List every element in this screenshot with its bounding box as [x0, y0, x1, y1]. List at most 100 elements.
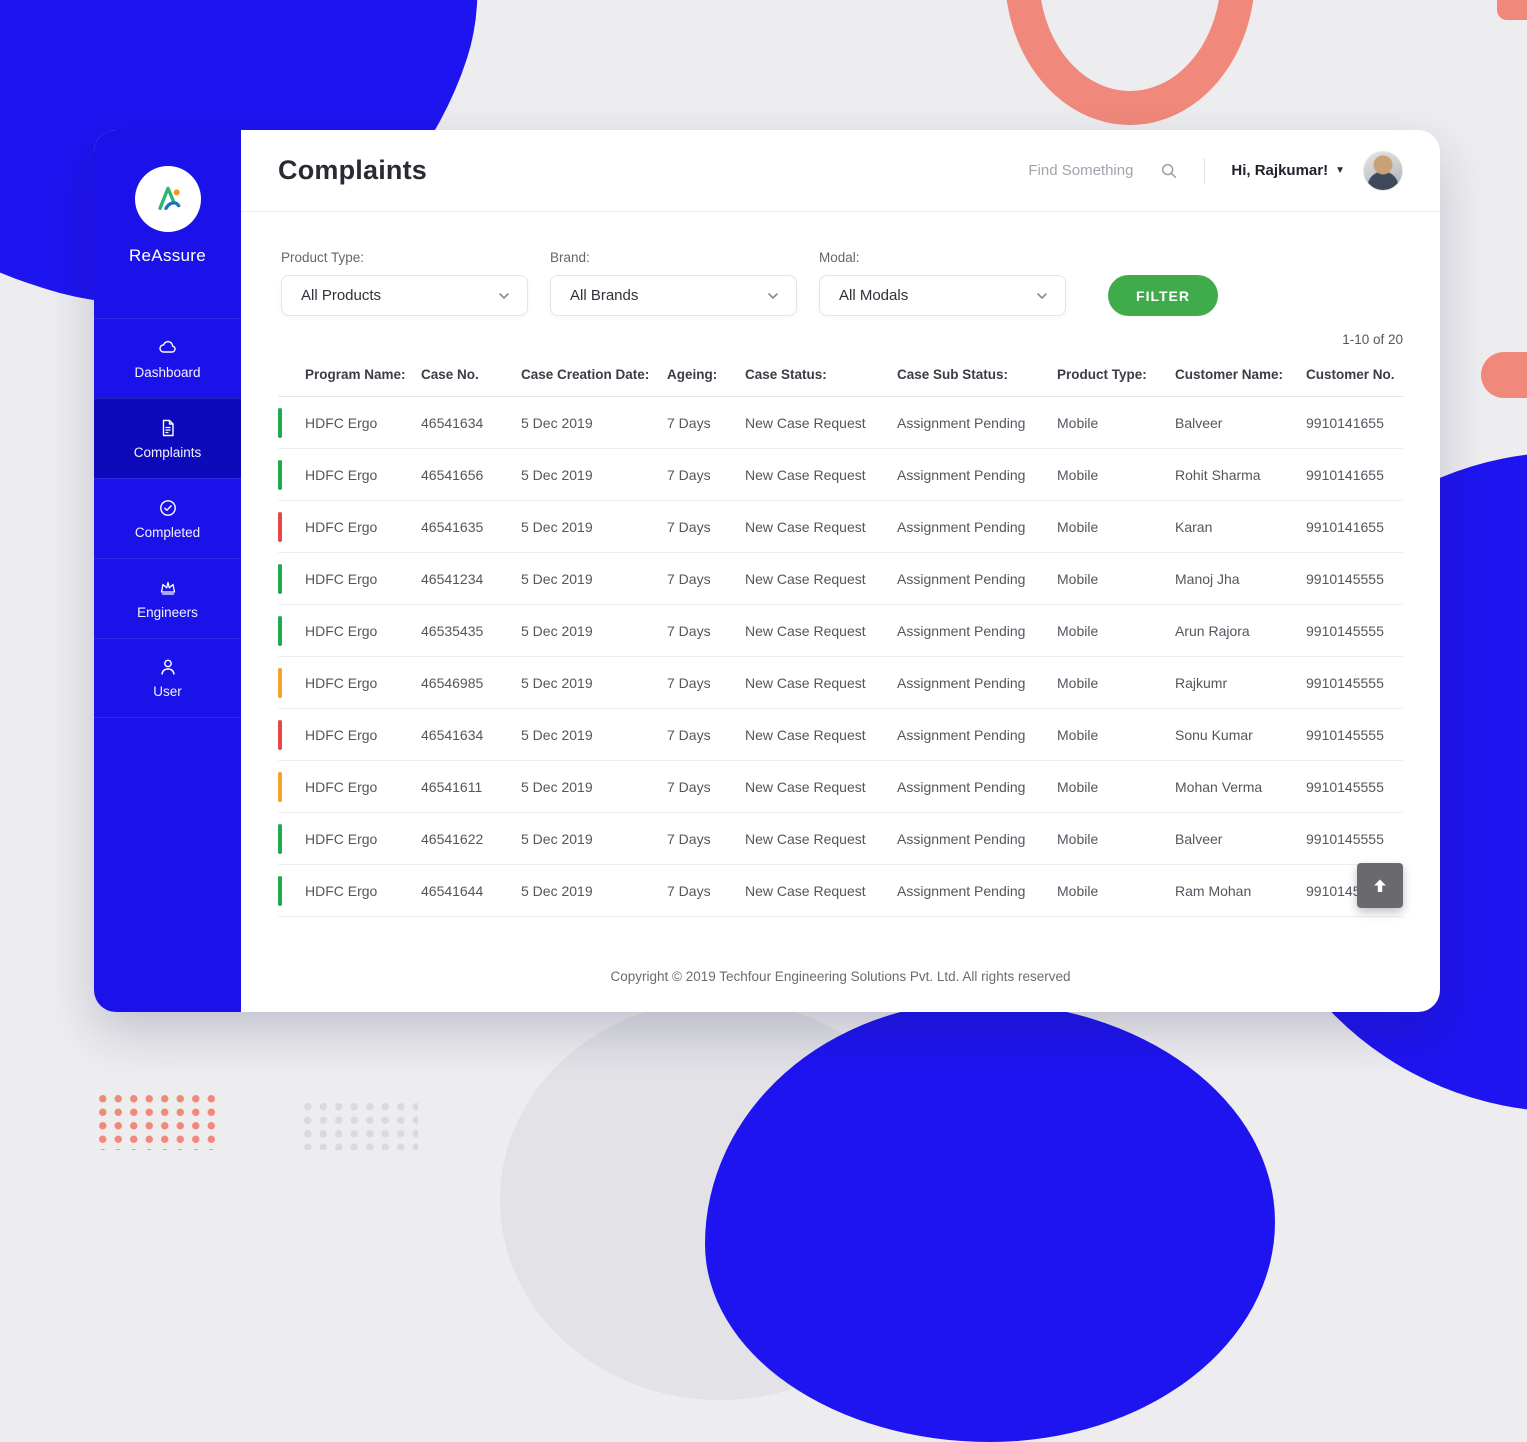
- filter-button[interactable]: FILTER: [1108, 275, 1218, 316]
- engineers-icon: [160, 581, 175, 595]
- modal-value: All Modals: [839, 287, 909, 304]
- cell-case-status: New Case Request: [745, 622, 866, 639]
- cell-customer-no: 9910145555: [1306, 570, 1384, 587]
- cell-customer-no: 9910145555: [1306, 622, 1384, 639]
- table-row[interactable]: HDFC Ergo 46541635 5 Dec 2019 7 Days New Cas…: [278, 501, 1403, 553]
- cell-case-sub-status: Assignment Pending: [897, 622, 1026, 639]
- app-logo[interactable]: [134, 166, 201, 232]
- cell-case-creation-date: 5 Dec 2019: [521, 726, 593, 743]
- sidebar: ReAssure Dashboard Complaints: [94, 130, 241, 1012]
- table-row[interactable]: HDFC Ergo 46541611 5 Dec 2019 7 Days New Cas…: [278, 761, 1403, 813]
- cell-ageing: 7 Days: [667, 570, 711, 587]
- search-input[interactable]: [1028, 162, 1159, 179]
- search-icon[interactable]: [1160, 162, 1178, 180]
- cell-case-no: 46535435: [421, 622, 484, 639]
- logo-area: ReAssure: [94, 130, 241, 266]
- chevron-down-icon: [768, 292, 778, 299]
- cell-ageing: 7 Days: [667, 622, 711, 639]
- table-row[interactable]: HDFC Ergo 46541656 5 Dec 2019 7 Days New Cas…: [278, 449, 1403, 501]
- cell-case-creation-date: 5 Dec 2019: [521, 466, 593, 483]
- cell-customer-no: 9910145555: [1306, 726, 1384, 743]
- sidebar-item-label: Engineers: [137, 604, 198, 620]
- cell-customer-name: Ram Mohan: [1175, 882, 1252, 899]
- cell-case-no: 46541622: [421, 830, 484, 847]
- main-content: Complaints Hi, Rajkumar! ▼ Product Type:…: [241, 130, 1440, 1012]
- cell-case-status: New Case Request: [745, 414, 866, 431]
- cell-case-status: New Case Request: [745, 830, 866, 847]
- column-header: Customer No.: [1306, 367, 1395, 382]
- user-icon: [160, 659, 175, 675]
- product-type-filter: Product Type: All Products: [281, 250, 528, 316]
- cell-program-name: HDFC Ergo: [278, 761, 421, 812]
- scroll-to-top-button[interactable]: [1357, 863, 1403, 908]
- cell-case-status: New Case Request: [745, 518, 866, 535]
- cell-case-status: New Case Request: [745, 726, 866, 743]
- modal-select[interactable]: All Modals: [819, 275, 1066, 316]
- coral-ring-top: [1005, 0, 1255, 125]
- cell-case-sub-status: Assignment Pending: [897, 466, 1026, 483]
- chevron-down-icon[interactable]: ▼: [1335, 165, 1345, 176]
- modal-filter: Modal: All Modals: [819, 250, 1066, 316]
- cell-case-creation-date: 5 Dec 2019: [521, 622, 593, 639]
- sidebar-item-user[interactable]: User: [94, 638, 241, 718]
- coral-dot-grid: [95, 1092, 217, 1150]
- table-row[interactable]: HDFC Ergo 46541634 5 Dec 2019 7 Days New Cas…: [278, 397, 1403, 449]
- cell-program-name: HDFC Ergo: [278, 449, 421, 500]
- cell-case-creation-date: 5 Dec 2019: [521, 882, 593, 899]
- cell-case-status: New Case Request: [745, 466, 866, 483]
- app-logo-icon: [157, 186, 180, 210]
- sidebar-item-dashboard[interactable]: Dashboard: [94, 318, 241, 398]
- sidebar-item-completed[interactable]: Completed: [94, 478, 241, 558]
- cell-case-sub-status: Assignment Pending: [897, 518, 1026, 535]
- cell-product-type: Mobile: [1057, 726, 1099, 743]
- cell-case-no: 46541656: [421, 466, 484, 483]
- cell-case-creation-date: 5 Dec 2019: [521, 830, 593, 847]
- table-row[interactable]: HDFC Ergo 46541622 5 Dec 2019 7 Days New Cas…: [278, 813, 1403, 865]
- column-header: Case Status:: [745, 367, 827, 382]
- product-type-label: Product Type:: [281, 250, 365, 265]
- avatar[interactable]: [1363, 150, 1403, 191]
- cell-program-name: HDFC Ergo: [278, 709, 421, 760]
- row-status-indicator: [278, 667, 282, 698]
- column-header: Product Type:: [1057, 367, 1147, 382]
- cell-customer-no: 9910141655: [1306, 518, 1384, 535]
- cell-product-type: Mobile: [1057, 570, 1099, 587]
- brand-select[interactable]: All Brands: [550, 275, 797, 316]
- row-status-indicator: [278, 875, 282, 906]
- cell-case-creation-date: 5 Dec 2019: [521, 414, 593, 431]
- cell-ageing: 7 Days: [667, 726, 711, 743]
- product-type-select[interactable]: All Products: [281, 275, 528, 316]
- cell-program-name: HDFC Ergo: [278, 501, 421, 552]
- cell-customer-name: Balveer: [1175, 414, 1223, 431]
- cell-customer-no: 9910145555: [1306, 830, 1384, 847]
- sidebar-item-engineers[interactable]: Engineers: [94, 558, 241, 638]
- cell-product-type: Mobile: [1057, 414, 1099, 431]
- completed-icon: [159, 499, 176, 516]
- table-row[interactable]: HDFC Ergo 46546985 5 Dec 2019 7 Days New Cas…: [278, 657, 1403, 709]
- cell-customer-no: 9910141655: [1306, 414, 1384, 431]
- table-row[interactable]: HDFC Ergo 46541644 5 Dec 2019 7 Days New Cas…: [278, 865, 1403, 917]
- cell-customer-no: 9910145555: [1306, 778, 1384, 795]
- row-status-indicator: [278, 511, 282, 542]
- table-row[interactable]: HDFC Ergo 46535435 5 Dec 2019 7 Days New Cas…: [278, 605, 1403, 657]
- cell-product-type: Mobile: [1057, 518, 1099, 535]
- cell-case-no: 46546985: [421, 674, 484, 691]
- cell-customer-no: 9910141655: [1306, 466, 1384, 483]
- cell-case-sub-status: Assignment Pending: [897, 570, 1026, 587]
- cell-customer-name: Karan: [1175, 518, 1213, 535]
- row-status-indicator: [278, 719, 282, 750]
- column-header: Ageing:: [667, 367, 718, 382]
- user-greeting[interactable]: Hi, Rajkumar!: [1231, 162, 1329, 179]
- cell-case-sub-status: Assignment Pending: [897, 414, 1026, 431]
- page-title: Complaints: [278, 155, 428, 185]
- row-status-indicator: [278, 615, 282, 646]
- cell-case-sub-status: Assignment Pending: [897, 830, 1026, 847]
- cell-customer-name: Rajkumr: [1175, 674, 1228, 691]
- chevron-down-icon: [1037, 292, 1047, 299]
- cell-customer-name: Manoj Jha: [1175, 570, 1240, 587]
- sidebar-item-complaints[interactable]: Complaints: [94, 398, 241, 478]
- table-row[interactable]: HDFC Ergo 46541634 5 Dec 2019 7 Days New Cas…: [278, 709, 1403, 761]
- table-row[interactable]: HDFC Ergo 46541234 5 Dec 2019 7 Days New Cas…: [278, 553, 1403, 605]
- cell-program-name: HDFC Ergo: [278, 553, 421, 604]
- sidebar-item-label: Dashboard: [134, 364, 201, 380]
